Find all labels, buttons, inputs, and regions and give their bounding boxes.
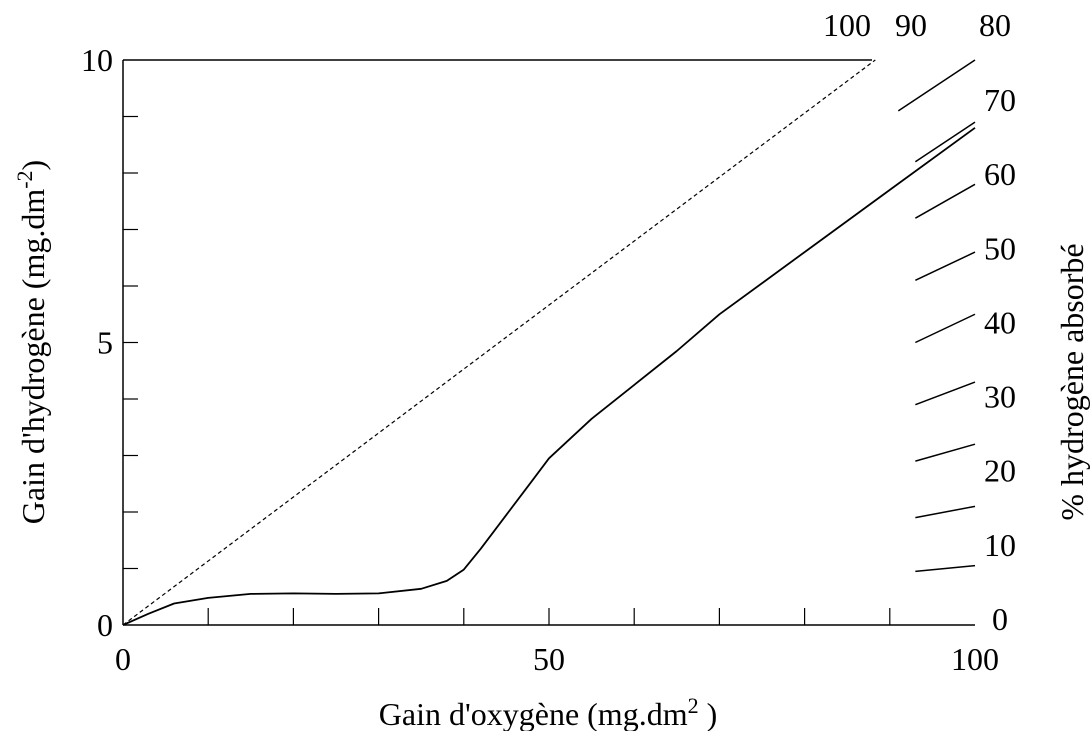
iso-lines: [897, 59, 976, 573]
y2-tick-label: 40: [984, 304, 1016, 340]
iso-line-20: [915, 505, 976, 519]
y-axis-title: Gain d'hydrogène (mg.dm-2): [12, 160, 51, 524]
y-tick-label: 10: [81, 42, 113, 78]
y-tick-label: 0: [97, 607, 113, 643]
iso-line-80: [914, 121, 976, 163]
top-iso-label: 80: [979, 7, 1011, 43]
y2-axis-title: % hydrogène absorbé: [1054, 243, 1090, 520]
x-tick-label: 0: [115, 641, 131, 677]
iso-line-50: [915, 313, 976, 344]
x-tick-label: 100: [951, 641, 999, 677]
labels: Gain d'oxygène (mg.dm2 ) Gain d'hydrogèn…: [12, 7, 1090, 731]
y2-tick-label: 70: [984, 82, 1016, 118]
y-tick-label: 5: [97, 325, 113, 361]
x-tick-label: 50: [533, 641, 565, 677]
axes: [122, 59, 975, 626]
y2-tick-label: 0: [992, 601, 1008, 637]
x-axis-title: Gain d'oxygène (mg.dm2 ): [379, 693, 717, 731]
iso-line-60: [915, 251, 976, 282]
reference-line-dashed: [122, 59, 876, 626]
series-layer: [122, 59, 976, 626]
iso-line-70: [914, 183, 976, 219]
iso-line-30: [915, 443, 976, 462]
iso-line-10: [915, 564, 976, 573]
y2-tick-label: 60: [984, 156, 1016, 192]
y2-tick-label: 20: [984, 453, 1016, 489]
top-iso-label: 90: [895, 7, 927, 43]
measured-curve: [122, 127, 976, 626]
y2-tick-label: 30: [984, 379, 1016, 415]
y2-tick-label: 10: [984, 527, 1016, 563]
iso-line-90: [897, 59, 976, 112]
top-iso-label: 100: [823, 7, 871, 43]
iso-line-40: [915, 381, 976, 406]
y2-tick-label: 50: [984, 230, 1016, 266]
